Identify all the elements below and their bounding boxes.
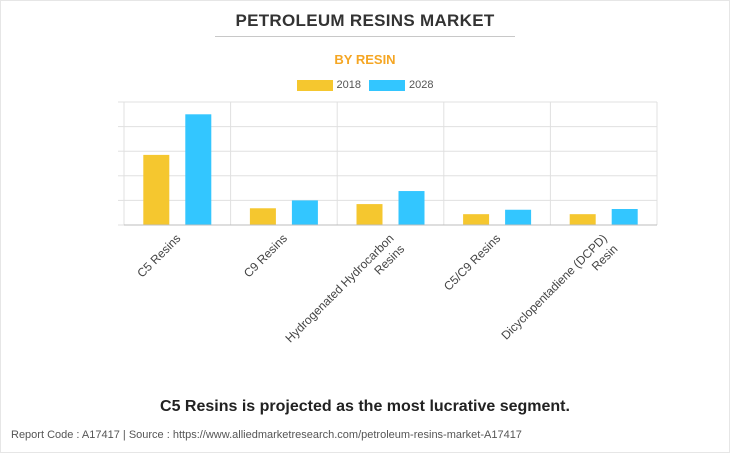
bar-2028-5 — [611, 209, 638, 225]
legend-item-2018: 2018 — [296, 79, 361, 91]
x-tick-label: C9 Resins — [241, 231, 290, 280]
x-tick-label: Hydrogenated HydrocarbonResins — [282, 231, 407, 356]
bar-2018-5 — [569, 214, 596, 225]
bar-2018-3 — [356, 204, 383, 225]
x-tick-label: C5/C9 Resins — [441, 231, 503, 293]
bar-2018-4 — [463, 214, 490, 225]
x-tick-label: C5 Resins — [134, 231, 183, 280]
bar-2028-4 — [505, 209, 532, 225]
summary-headline: C5 Resins is projected as the most lucra… — [160, 398, 570, 415]
chart-legend: 2018 2028 — [0, 79, 730, 91]
x-tick-label: Dicyclopentadiene (DCPD)Resin — [499, 231, 621, 353]
bar-2028-2 — [291, 200, 318, 225]
bar-2028-1 — [185, 114, 212, 225]
legend-label-2028: 2028 — [409, 79, 434, 91]
chart-subtitle: BY RESIN — [334, 52, 396, 67]
chart-title: PETROLEUM RESINS MARKET — [235, 11, 495, 30]
source-footer: Report Code : A17417 | Source : https://… — [11, 429, 522, 441]
legend-swatch-2028 — [369, 79, 405, 91]
legend-swatch-2018 — [296, 79, 333, 91]
bar-2018-2 — [249, 208, 276, 225]
title-divider — [215, 36, 515, 37]
legend-label-2018: 2018 — [336, 79, 361, 91]
bar-2018-1 — [143, 154, 170, 225]
bar-2028-3 — [398, 191, 425, 225]
legend-item-2028: 2028 — [369, 79, 433, 91]
